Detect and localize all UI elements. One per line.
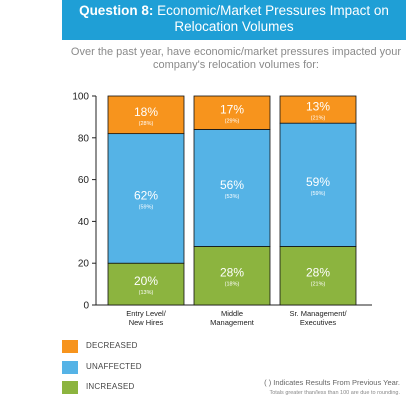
x-tick-label: Middle (221, 309, 243, 318)
previous-year-label: (29%) (225, 119, 240, 125)
y-tick-label: 40 (78, 217, 90, 228)
x-tick-label: Entry Level/ (126, 309, 167, 318)
previous-year-label: (18%) (225, 282, 240, 288)
chart-title-text: Economic/Market Pressures Impact on (153, 3, 389, 18)
y-tick-label: 60 (78, 175, 90, 186)
legend-swatch-increased (62, 381, 78, 394)
footnote-main: ( ) Indicates Results From Previous Year… (264, 378, 400, 387)
data-label: 56% (220, 178, 244, 192)
y-tick-label: 100 (72, 92, 89, 103)
data-label: 28% (220, 266, 244, 280)
previous-year-label: (21%) (311, 282, 326, 288)
data-label: 17% (220, 103, 244, 117)
bar-segment (279, 122, 357, 247)
bar-segment (279, 246, 357, 306)
title-banner: Question 8: Economic/Market Pressures Im… (62, 0, 406, 40)
y-tick-label: 20 (78, 259, 90, 270)
data-label: 28% (306, 266, 330, 280)
bar-segment (107, 262, 185, 306)
previous-year-label: (53%) (225, 194, 240, 200)
stacked-bar-chart: 0 20 40 60 80 100 20% (13%) 62% (59%) 18% (28%) Entr… (72, 92, 372, 327)
data-label: 18% (134, 105, 158, 119)
legend-label-unaffected: UNAFFECTED (86, 362, 142, 371)
bar-segment (279, 95, 357, 124)
legend-swatch-unaffected (62, 361, 78, 374)
x-tick-label: Sr. Management/ (289, 309, 347, 318)
y-tick-label: 0 (83, 301, 89, 312)
data-label: 62% (134, 188, 158, 202)
previous-year-label: (21%) (311, 116, 326, 122)
x-tick-label: Executives (300, 318, 337, 327)
data-label: 13% (306, 100, 330, 114)
bar-segment (107, 133, 185, 264)
bar-segment (193, 95, 271, 130)
x-tick-label: New Hires (129, 318, 164, 327)
chart-title-line2: Relocation Volumes (174, 19, 294, 34)
question-text: Over the past year, have economic/market… (70, 46, 402, 71)
data-label: 20% (134, 274, 158, 288)
chart-title-line1: Question 8: Economic/Market Pressures Im… (62, 3, 406, 19)
legend-label-decreased: DECREASED (86, 341, 138, 350)
legend-label-increased: INCREASED (86, 382, 135, 391)
y-tick-label: 80 (78, 133, 90, 144)
bar-segment (193, 246, 271, 306)
footnote: ( ) Indicates Results From Previous Year… (190, 378, 400, 398)
previous-year-label: (59%) (311, 191, 326, 197)
footnote-small: Totals greater than/less than 100 are du… (269, 390, 400, 396)
x-tick-label: Management (210, 318, 255, 327)
legend-swatch-decreased (62, 340, 78, 353)
data-label: 59% (306, 175, 330, 189)
previous-year-label: (59%) (139, 204, 154, 210)
question-number: Question 8: (79, 3, 154, 18)
previous-year-label: (13%) (139, 290, 154, 296)
bar-segment (193, 129, 271, 247)
bar-segment (107, 95, 185, 135)
previous-year-label: (28%) (139, 121, 154, 127)
